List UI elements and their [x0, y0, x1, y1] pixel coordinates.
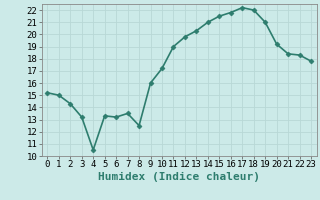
- X-axis label: Humidex (Indice chaleur): Humidex (Indice chaleur): [98, 172, 260, 182]
